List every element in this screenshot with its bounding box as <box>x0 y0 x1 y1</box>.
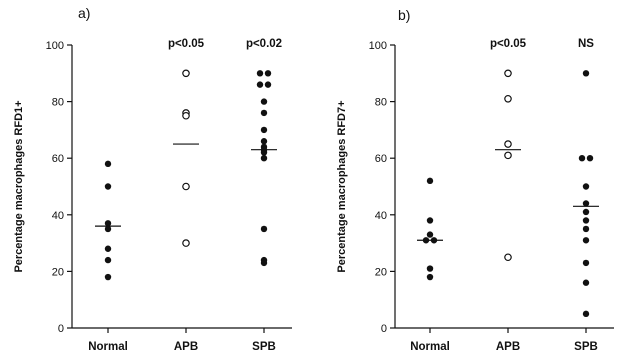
panel-b-data-point <box>426 273 434 281</box>
panel-a-data-point <box>256 70 264 77</box>
panel-b-data-point <box>504 253 512 262</box>
panel-a-data-point <box>182 69 190 78</box>
panel-b-data-point <box>586 155 594 162</box>
panel-a-y-tick-label: 0 <box>58 323 64 335</box>
panel-a-significance-label: p<0.02 <box>246 38 282 50</box>
panel-a-x-tick-label: Normal <box>88 341 128 353</box>
panel-b-y-tick-label: 0 <box>381 323 387 335</box>
panel-a-data-point <box>264 81 272 88</box>
panel-b-data-point <box>426 265 434 272</box>
panel-a-y-tick-label: 40 <box>52 210 64 222</box>
panel-b-x-tick-label: SPB <box>574 341 598 353</box>
panel-a-data-point <box>260 109 268 117</box>
panel-a-significance-label: p<0.05 <box>168 38 205 50</box>
panel-a-data-point <box>260 98 268 105</box>
panel-b-y-tick-label: 20 <box>375 266 387 278</box>
panel-b-x-tick-label: APB <box>496 341 520 353</box>
panel-a-data-point <box>182 239 190 247</box>
panel-a-data-point <box>260 155 268 162</box>
panel-a-data-point <box>260 259 268 267</box>
panel-a-data-point <box>104 160 112 168</box>
panel-a-data-point <box>260 138 268 145</box>
panel-a-y-tick-label: 20 <box>52 266 64 278</box>
panel-b-data-point <box>582 259 590 267</box>
panel-b-data-point <box>426 231 434 238</box>
panel-a-x-tick-label: SPB <box>252 341 276 353</box>
panel-a-data-point <box>104 183 112 190</box>
panel-a-y-tick-label: 100 <box>46 40 64 52</box>
panel-a-data-point <box>104 245 112 252</box>
panel-b-data-point <box>582 70 590 77</box>
panel-a-data-point <box>182 182 190 191</box>
panel-b-y-tick-label: 100 <box>369 40 387 52</box>
panel-b-y-tick-label: 60 <box>375 153 387 165</box>
panel-a-y-axis-label: Percentage macrophages RFD1+ <box>13 100 25 272</box>
panel-b-y-tick-label: 80 <box>375 97 387 109</box>
panel-a-y-tick-label: 80 <box>52 97 64 109</box>
panel-a-x-tick-label: APB <box>174 341 198 353</box>
panel-a-data-point <box>256 81 264 88</box>
panel-b-data-point <box>582 237 590 244</box>
panel-b-data-point <box>504 140 512 148</box>
panel-b-data-point <box>504 69 512 78</box>
panel-b-y-axis-label: Percentage macrophages RFD7+ <box>336 100 348 272</box>
panel-a-y-tick-label: 60 <box>52 153 64 165</box>
panel-b-data-point <box>426 177 434 185</box>
panel-b-data-point <box>430 237 438 244</box>
panel-b-significance-label: p<0.05 <box>490 38 527 50</box>
panel-a-data-point <box>182 111 190 120</box>
panel-a-data-point <box>260 225 268 233</box>
panel-a-data-point <box>104 220 112 227</box>
panel-a-data-point <box>104 273 112 281</box>
panel-b-data-point <box>504 151 512 160</box>
panel-b-data-point <box>582 208 590 216</box>
panel-a-data-point <box>264 70 272 77</box>
panel-b-data-point <box>582 217 590 224</box>
panel-b-label: b) <box>398 7 410 23</box>
panel-a-label: a) <box>78 5 90 21</box>
panel-b-data-point <box>582 183 590 190</box>
panel-b-significance-label: NS <box>578 38 594 50</box>
panel-b-data-point <box>504 94 512 103</box>
panel-b-x-tick-label: Normal <box>410 341 450 353</box>
panel-b-data-point <box>426 217 434 224</box>
panel-b-data-point <box>582 310 590 318</box>
panel-a-data-point <box>104 256 112 264</box>
panel-b-data-point <box>582 200 590 207</box>
panel-b-y-tick-label: 40 <box>375 210 387 222</box>
panel-b-data-point <box>582 225 590 233</box>
panel-b-data-point <box>422 237 430 244</box>
panel-a-data-point <box>104 225 112 233</box>
panel-b-data-point <box>578 155 586 162</box>
panel-a-data-point <box>260 126 268 134</box>
panel-a-data-point <box>260 149 268 156</box>
panel-b-data-point <box>582 279 590 286</box>
